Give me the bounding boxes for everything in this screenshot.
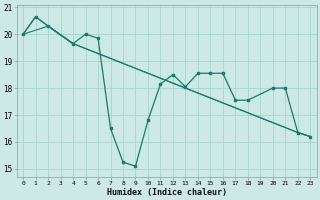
X-axis label: Humidex (Indice chaleur): Humidex (Indice chaleur) — [107, 188, 227, 197]
